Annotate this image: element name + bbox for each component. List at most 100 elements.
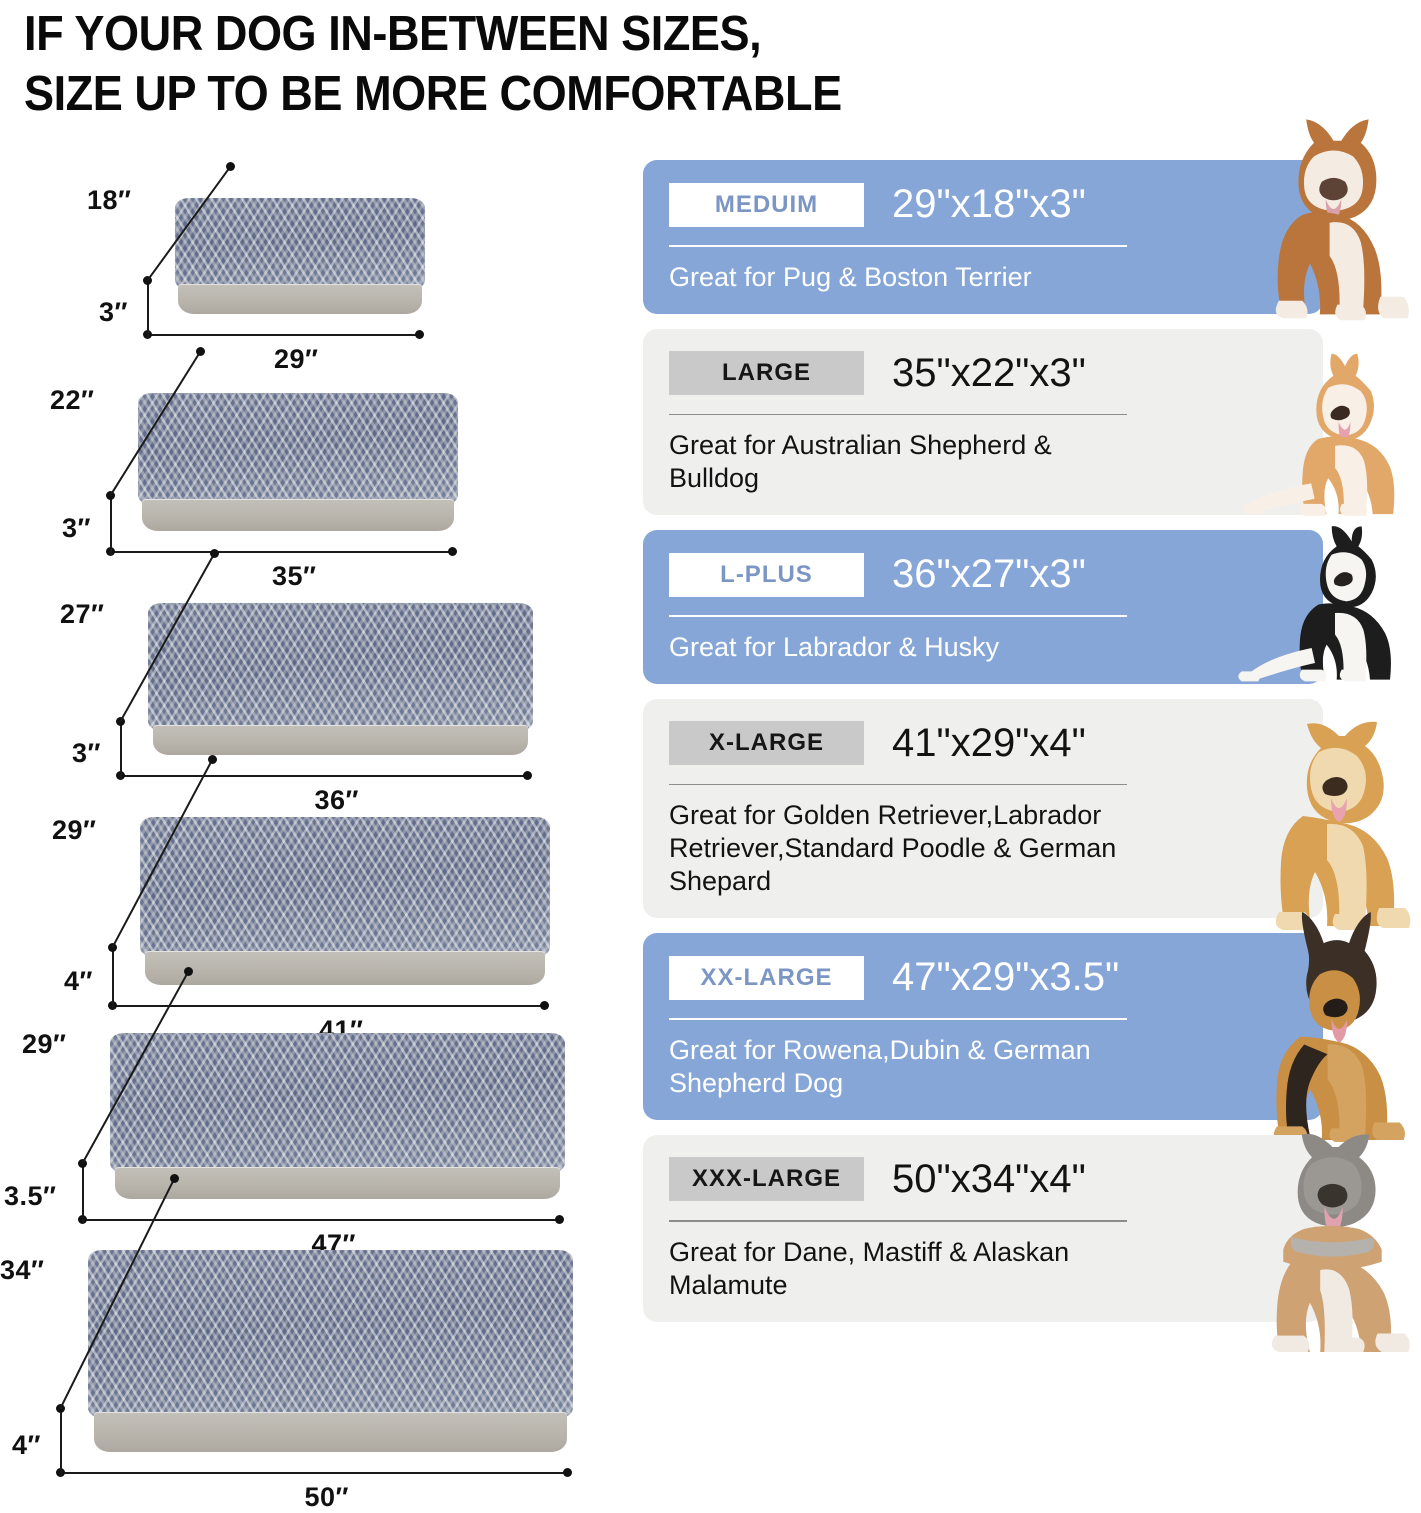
bed-diagram: 47″ 3.5″ 29″ (0, 160, 630, 1500)
dog-bed-illustration (88, 1250, 573, 1458)
width-dimension-line (60, 1472, 569, 1474)
depth-dim-dot-top (226, 162, 235, 171)
height-dimension-line (147, 280, 149, 338)
width-dim-dot-right (563, 1468, 572, 1477)
size-dimensions: 50"x34"x4" (892, 1156, 1086, 1201)
breed-recommendation: Great for Rowena,Dubin & German Shepherd… (669, 1034, 1091, 1098)
breed-recommendation: Great for Dane, Mastiff & Alaskan Malamu… (669, 1236, 1070, 1300)
width-dimension-line (82, 1219, 561, 1221)
dog-bed-illustration (138, 393, 458, 537)
bed-top-surface (88, 1250, 573, 1418)
bed-base-band (115, 1167, 560, 1199)
breed-recommendation: Great for Australian Shepherd & Bulldog (669, 430, 1052, 494)
bed-base-band (178, 284, 422, 314)
depth-dimension-label: 29″ (22, 1029, 67, 1059)
height-dimension-label: 4″ (12, 1430, 41, 1460)
dog-bed-illustration (140, 817, 550, 991)
breed-recommendation: Great for Golden Retriever,Labrador Retr… (669, 800, 1117, 897)
bed-top-surface (110, 1033, 565, 1173)
dog-bed-illustration (110, 1033, 565, 1205)
bed-size-diagrams: 29″ 3″ 18″ 35″ 3″ 22″ (0, 160, 630, 1512)
depth-dimension-label: 22″ (50, 385, 95, 415)
bed-diagram: 35″ 3″ 22″ (0, 160, 630, 1500)
size-dimensions: 29"x18"x3" (892, 182, 1086, 226)
card-divider (669, 245, 1128, 247)
size-card[interactable]: XXX-LARGE 50"x34"x4" Great for Dane, Mas… (643, 1133, 1410, 1352)
width-dimension-label: 50″ (304, 1482, 349, 1512)
dog-photo-german-shepherd (1234, 887, 1421, 1142)
width-dimension-line (147, 334, 421, 336)
height-dimension-line (82, 1163, 84, 1223)
page-title: IF YOUR DOG IN-BETWEEN SIZES, SIZE UP TO… (24, 7, 842, 121)
height-dimension-label: 3″ (99, 297, 128, 327)
card-divider (669, 1018, 1128, 1020)
depth-dim-dot-top (196, 347, 205, 356)
card-divider (669, 413, 1128, 416)
bed-diagram: 50″ 4″ 34″ (0, 160, 630, 1512)
depth-dim-dot-top (208, 755, 217, 764)
bed-top-surface (148, 603, 533, 731)
bed-top-surface (175, 198, 425, 290)
height-dimension-line (110, 495, 112, 555)
dog-bed-illustration (175, 198, 425, 320)
width-dimension-line (120, 775, 529, 777)
depth-dimension-label: 18″ (87, 185, 132, 215)
size-badge: L-PLUS (669, 552, 864, 597)
width-dimension-label: 36″ (314, 785, 359, 815)
card-header-row: L-PLUS 36"x27"x3" (669, 552, 1297, 597)
card-header-row: LARGE 35"x22"x3" (669, 351, 1297, 396)
width-dimension-label: 35″ (272, 561, 317, 591)
width-dim-dot-right (540, 1001, 549, 1010)
bed-top-surface (140, 817, 550, 957)
card-divider (669, 1219, 1128, 1222)
depth-dimension-label: 34″ (0, 1255, 45, 1285)
size-card[interactable]: XX-LARGE 47"x29"x3.5" Great for Rowena,D… (643, 911, 1405, 1142)
size-card-list: MEDUIM 29"x18"x3" Great for Pug & Boston… (643, 118, 1411, 1352)
width-dimension-line (112, 1005, 546, 1007)
bed-diagram: 29″ 3″ 18″ (0, 160, 630, 1500)
height-dimension-line (120, 721, 122, 779)
breed-recommendation: Great for Pug & Boston Terrier (669, 261, 1032, 292)
size-badge: X-LARGE (669, 721, 864, 766)
size-badge: XX-LARGE (669, 955, 864, 1000)
size-card[interactable]: LARGE 35"x22"x3" Great for Australian Sh… (643, 328, 1395, 517)
bed-diagram: 41″ 4″ 29″ (0, 160, 630, 1500)
bed-base-band (144, 951, 546, 985)
width-dimension-label: 29″ (274, 344, 319, 374)
size-dimensions: 35"x22"x3" (892, 350, 1086, 395)
size-card[interactable]: MEDUIM 29"x18"x3" Great for Pug & Boston… (643, 118, 1409, 320)
size-dimensions: 47"x29"x3.5" (892, 955, 1120, 1000)
depth-dimension-label: 29″ (52, 815, 97, 845)
breed-recommendation: Great for Labrador & Husky (669, 631, 1000, 662)
dog-photo-bully (1230, 1092, 1421, 1352)
depth-dimension-label: 27″ (60, 599, 105, 629)
size-dimensions: 36"x27"x3" (892, 552, 1086, 597)
card-header-row: XXX-LARGE 50"x34"x4" (669, 1157, 1297, 1202)
size-card[interactable]: L-PLUS 36"x27"x3" Great for Labrador & H… (643, 525, 1391, 684)
height-dimension-label: 3″ (72, 738, 101, 768)
depth-dim-dot-top (184, 967, 193, 976)
size-card[interactable]: X-LARGE 41"x29"x4" Great for Golden Retr… (643, 698, 1411, 931)
size-badge: LARGE (669, 351, 864, 396)
width-dim-dot-right (555, 1215, 564, 1224)
card-header-row: X-LARGE 41"x29"x4" (669, 721, 1297, 766)
height-dimension-label: 4″ (64, 966, 93, 996)
card-divider (669, 783, 1128, 786)
depth-dim-dot-top (170, 1174, 179, 1183)
bed-top-surface (138, 393, 458, 505)
dog-photo-border-collie (1235, 518, 1421, 688)
height-dimension-label: 3.5″ (4, 1181, 57, 1211)
height-dimension-line (112, 947, 114, 1009)
size-dimensions: 41"x29"x4" (892, 720, 1086, 765)
width-dim-dot-right (448, 547, 457, 556)
dog-bed-illustration (148, 603, 533, 761)
size-badge: XXX-LARGE (669, 1157, 864, 1202)
width-dim-dot-right (523, 771, 532, 780)
width-dimension-line (110, 551, 454, 553)
card-header-row: MEDUIM 29"x18"x3" (669, 182, 1297, 227)
height-dimension-line (60, 1408, 62, 1476)
height-dimension-label: 3″ (62, 513, 91, 543)
bed-base-band (152, 725, 529, 755)
card-header-row: XX-LARGE 47"x29"x3.5" (669, 955, 1297, 1000)
bed-base-band (93, 1412, 568, 1452)
